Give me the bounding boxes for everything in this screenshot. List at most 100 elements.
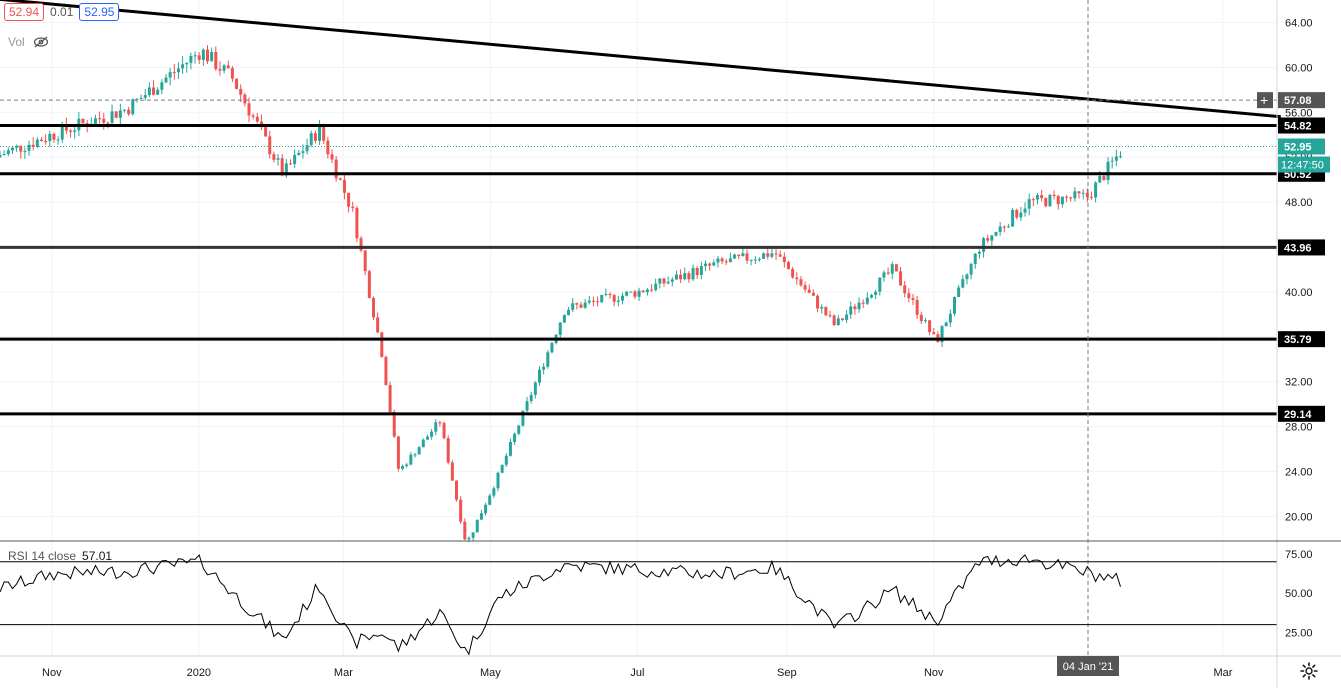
candle-body xyxy=(1073,191,1077,199)
candle-body xyxy=(865,297,869,304)
candle-body xyxy=(820,306,824,309)
candle-body xyxy=(604,293,608,295)
candle-body xyxy=(629,291,633,293)
candle-body xyxy=(928,320,932,333)
candle-body xyxy=(757,258,761,260)
candle-body xyxy=(19,145,23,152)
candle-body xyxy=(1106,161,1110,180)
time-tick-label: Nov xyxy=(42,667,62,679)
candle-body xyxy=(824,306,828,316)
candle-body xyxy=(417,447,421,455)
candle-body xyxy=(218,68,222,71)
candle-body xyxy=(446,438,450,463)
candle-body xyxy=(720,258,724,262)
candle-body xyxy=(1019,212,1023,218)
candle-body xyxy=(542,366,546,370)
candle-body xyxy=(135,98,139,100)
volume-legend: Vol xyxy=(8,35,49,49)
candle-body xyxy=(986,238,990,241)
rsi-label: RSI 14 close xyxy=(8,549,77,563)
crosshair-price-badge-bg xyxy=(1278,92,1325,109)
candle-body xyxy=(102,118,106,123)
candle-body xyxy=(23,150,27,152)
candle-body xyxy=(318,124,322,141)
rsi-tick-label: 50.00 xyxy=(1285,588,1313,600)
candle-body xyxy=(181,64,185,69)
candle-body xyxy=(1011,209,1015,227)
candle-body xyxy=(164,77,168,83)
candle-body xyxy=(355,207,359,239)
price-tick-label: 64.00 xyxy=(1285,17,1313,29)
candle-body xyxy=(1002,226,1006,228)
time-tick-label: Mar xyxy=(1213,667,1232,679)
candle-body xyxy=(525,401,529,411)
ask-price[interactable]: 52.95 xyxy=(79,3,120,21)
price-readout: 52.94 0.01 52.95 xyxy=(4,3,120,21)
candle-body xyxy=(641,290,645,293)
candle-body xyxy=(272,154,276,160)
candle-body xyxy=(778,254,782,257)
candle-body xyxy=(442,423,446,439)
candle-body xyxy=(31,144,35,147)
candle-body xyxy=(1065,196,1069,198)
bid-price[interactable]: 52.94 xyxy=(4,3,45,21)
candle-body xyxy=(392,412,396,437)
candle-body xyxy=(222,65,226,71)
candle-body xyxy=(293,154,297,165)
candle-body xyxy=(733,254,737,259)
candle-body xyxy=(359,238,363,251)
gear-icon[interactable] xyxy=(1299,661,1319,681)
candle-body xyxy=(35,139,39,147)
trend-line xyxy=(0,0,1281,119)
candle-body xyxy=(529,394,533,402)
candle-body xyxy=(201,49,205,60)
candle-body xyxy=(903,285,907,294)
plus-icon: + xyxy=(1260,92,1268,108)
candle-body xyxy=(1056,195,1060,205)
candle-body xyxy=(762,253,766,259)
candle-body xyxy=(488,495,492,505)
candle-body xyxy=(127,109,131,115)
candle-body xyxy=(388,385,392,413)
candle-body xyxy=(500,464,504,473)
candle-body xyxy=(961,279,965,288)
candle-body xyxy=(363,250,367,272)
candle-body xyxy=(193,55,197,57)
candle-body xyxy=(616,300,620,302)
candle-body xyxy=(1031,199,1035,201)
candle-body xyxy=(160,82,164,90)
candle-body xyxy=(405,464,409,467)
candle-body xyxy=(123,109,126,111)
candle-body xyxy=(977,251,981,254)
candle-body xyxy=(716,258,720,263)
candle-body xyxy=(176,68,180,73)
candle-body xyxy=(73,130,77,132)
rsi-line xyxy=(0,554,1121,656)
candle-body xyxy=(338,178,342,180)
level-badge: 54.82 xyxy=(1284,121,1312,133)
eye-crossed-icon[interactable] xyxy=(33,36,49,48)
candle-body xyxy=(342,179,346,193)
price-tick-label: 20.00 xyxy=(1285,511,1313,523)
candle-body xyxy=(475,519,479,533)
candle-body xyxy=(268,136,272,155)
candle-body xyxy=(413,454,417,456)
price-tick-label: 32.00 xyxy=(1285,377,1313,389)
candle-body xyxy=(894,264,898,272)
candle-body xyxy=(276,158,280,160)
candle-body xyxy=(492,488,496,496)
rsi-tick-label: 25.00 xyxy=(1285,627,1313,639)
price-tick-label: 48.00 xyxy=(1285,197,1313,209)
candle-body xyxy=(637,290,641,297)
candle-body xyxy=(633,291,637,297)
overlay-lines xyxy=(0,0,1281,656)
candle-body xyxy=(297,152,301,155)
candle-body xyxy=(932,332,936,335)
candle-body xyxy=(455,480,458,500)
candle-body xyxy=(235,78,239,89)
candle-body xyxy=(313,133,317,141)
level-badge: 43.96 xyxy=(1284,242,1312,254)
candle-body xyxy=(836,318,840,325)
